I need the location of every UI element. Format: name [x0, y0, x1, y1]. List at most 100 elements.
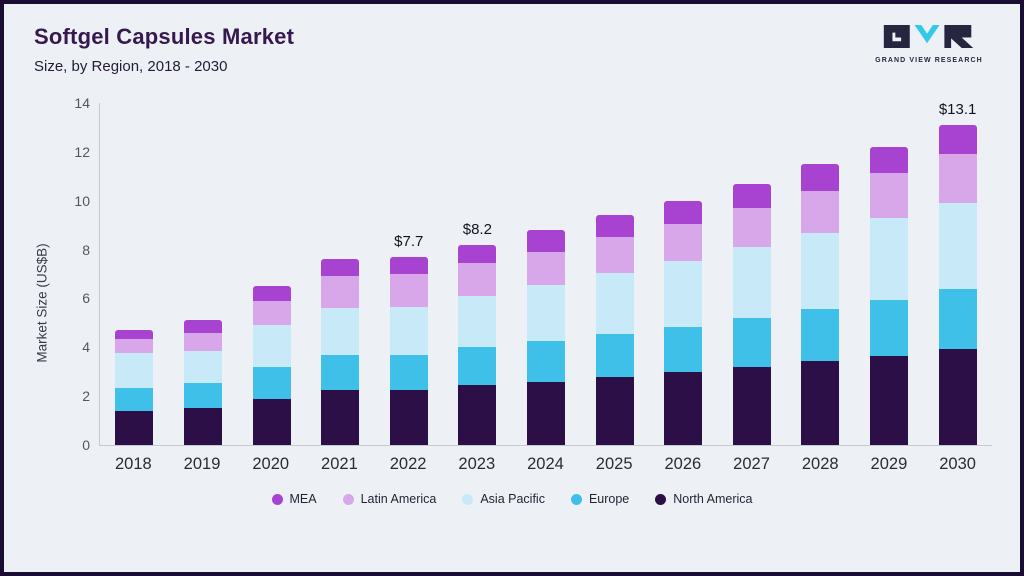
segment-2028-mea [801, 164, 840, 191]
segment-2018-asia-pacific [115, 353, 154, 388]
stacked-bar-2021 [321, 103, 360, 445]
x-tick-label-2020: 2020 [252, 455, 290, 473]
segment-2023-latin-america [458, 263, 497, 296]
bar-slot-2028 [786, 103, 855, 445]
segment-2030-north-america [938, 348, 977, 445]
legend-item-asia-pacific: Asia Pacific [462, 492, 545, 506]
plot-area: 0 2 4 6 8 10 12 14 $7.7 $8.2 $13.1 [74, 95, 992, 453]
legend-item-europe: Europe [570, 492, 629, 506]
y-tick-label-0: 0 [82, 437, 90, 453]
segment-2022-latin-america [389, 274, 428, 308]
segment-2021-asia-pacific [321, 308, 360, 355]
segment-2025-asia-pacific [595, 272, 634, 334]
segment-2020-latin-america [252, 300, 291, 326]
stacked-bar-2027 [732, 103, 771, 445]
stacked-bar-2029 [870, 103, 908, 445]
plot-wrap: 0 2 4 6 8 10 12 14 $7.7 $8.2 $13.1 2018 2019 2020 202… [74, 95, 992, 474]
legend-swatch-latin-america [342, 493, 354, 505]
segment-2024-north-america [526, 381, 565, 445]
segment-2019-mea [183, 320, 222, 333]
header: Softgel Capsules Market Size, by Region,… [4, 4, 1020, 75]
segment-2028-north-america [801, 360, 840, 445]
x-tick-label-2019: 2019 [183, 455, 221, 473]
stacked-bar-2028 [801, 103, 840, 445]
segment-2019-asia-pacific [183, 350, 222, 383]
segment-2020-asia-pacific [252, 325, 291, 367]
value-label-2030: $13.1 [938, 101, 977, 118]
x-axis-labels: 2018 2019 2020 2021 2022 2023 2024 2025 2026 2027… [99, 455, 992, 474]
legend: MEA Latin America Asia Pacific Europe North … [4, 492, 1020, 506]
x-tick-label-2027: 2027 [733, 455, 770, 473]
segment-2018-europe [115, 387, 154, 411]
legend-swatch-asia-pacific [462, 493, 474, 505]
y-axis-title: Market Size (US$B) [34, 243, 50, 363]
segment-2029-north-america [870, 355, 908, 445]
segment-2018-north-america [115, 410, 154, 445]
stacked-bar-2024 [526, 103, 565, 445]
legend-swatch-europe [570, 493, 582, 505]
y-tick-label-14: 14 [74, 95, 90, 111]
bar-slot-2026 [649, 103, 718, 445]
x-tick-label-2022: 2022 [389, 455, 427, 473]
stacked-bar-2020 [252, 103, 291, 445]
segment-2023-europe [458, 347, 497, 386]
bar-slot-2021 [306, 103, 375, 445]
page-subtitle: Size, by Region, 2018 - 2030 [34, 58, 228, 75]
segment-2030-latin-america [938, 154, 977, 204]
segment-2024-latin-america [526, 252, 565, 286]
bar-slot-2027 [717, 103, 786, 445]
bar-slot-2024 [512, 103, 581, 445]
legend-swatch-north-america [655, 493, 667, 505]
segment-2025-north-america [595, 376, 634, 445]
segment-2025-latin-america [595, 237, 634, 273]
x-tick-label-2030: 2030 [939, 455, 976, 473]
segment-2026-north-america [664, 371, 703, 445]
legend-label-latin-america: Latin America [360, 492, 437, 506]
segment-2027-mea [732, 183, 771, 209]
segment-2030-asia-pacific [938, 203, 977, 289]
legend-swatch-mea [271, 493, 283, 505]
segment-2026-mea [664, 200, 703, 224]
segment-2022-mea [389, 256, 428, 275]
segment-2018-mea [115, 330, 154, 339]
x-tick-label-2021: 2021 [321, 455, 358, 473]
segment-2027-north-america [732, 366, 771, 445]
segment-2025-europe [595, 333, 634, 377]
x-tick-label-2018: 2018 [114, 455, 152, 473]
segment-2023-asia-pacific [458, 296, 497, 348]
segment-2021-mea [321, 259, 360, 277]
segment-2027-asia-pacific [732, 247, 771, 318]
segment-2026-latin-america [664, 223, 703, 261]
segment-2030-europe [938, 288, 977, 349]
legend-label-north-america: North America [673, 492, 753, 506]
segment-2021-europe [321, 354, 360, 391]
bar-slot-2022: $7.7 [374, 103, 443, 445]
segment-2024-mea [526, 230, 565, 253]
bar-slot-2020 [237, 103, 306, 445]
legend-item-north-america: North America [655, 492, 752, 506]
bar-slot-2019 [169, 103, 238, 445]
legend-item-mea: MEA [271, 492, 317, 506]
logo-text: GRAND VIEW RESEARCH [875, 57, 983, 64]
x-tick-label-2025: 2025 [595, 455, 633, 473]
segment-2028-latin-america [801, 190, 840, 233]
stacked-bar-2018 [115, 103, 154, 445]
x-tick-label-2023: 2023 [458, 455, 496, 473]
segment-2029-europe [870, 299, 908, 356]
segment-2027-europe [732, 318, 771, 367]
page-title: Softgel Capsules Market [34, 24, 295, 49]
stacked-bar-2019 [183, 103, 222, 445]
bar-slot-2018 [100, 103, 169, 445]
segment-2021-north-america [321, 390, 360, 445]
segment-2020-europe [252, 366, 291, 399]
grand-view-research-logo: GRAND VIEW RESEARCH [874, 24, 984, 64]
segment-2023-north-america [458, 385, 497, 445]
y-tick-label-6: 6 [82, 290, 90, 307]
segment-2029-mea [870, 147, 908, 173]
segment-2022-europe [389, 354, 428, 391]
segment-2020-north-america [252, 398, 291, 445]
segment-2020-mea [252, 286, 291, 301]
stacked-bar-2022 [389, 103, 428, 445]
legend-label-mea: MEA [289, 492, 317, 506]
legend-item-latin-america: Latin America [342, 492, 437, 506]
